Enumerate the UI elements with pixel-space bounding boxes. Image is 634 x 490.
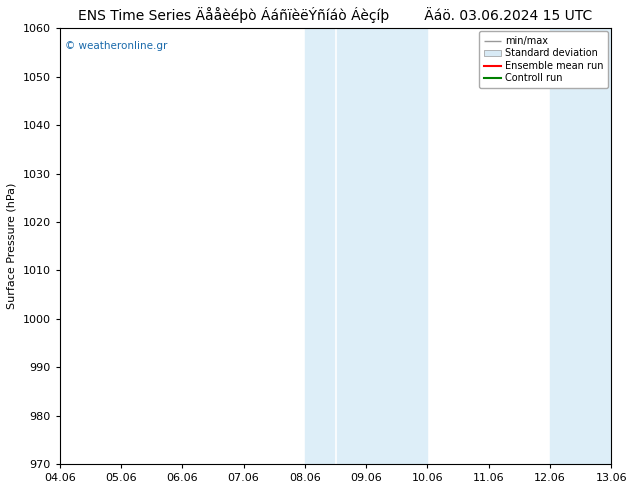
Text: © weatheronline.gr: © weatheronline.gr — [65, 41, 167, 51]
Bar — [550, 28, 611, 464]
Y-axis label: Surface Pressure (hPa): Surface Pressure (hPa) — [7, 183, 17, 309]
Bar — [305, 28, 334, 464]
Title: ENS Time Series Äååèéþò ÁáñïèëÝñíáò Áèçíþ        Äáö. 03.06.2024 15 UTC: ENS Time Series Äååèéþò ÁáñïèëÝñíáò Áèçí… — [79, 7, 593, 23]
Legend: min/max, Standard deviation, Ensemble mean run, Controll run: min/max, Standard deviation, Ensemble me… — [479, 31, 609, 88]
Bar — [337, 28, 427, 464]
